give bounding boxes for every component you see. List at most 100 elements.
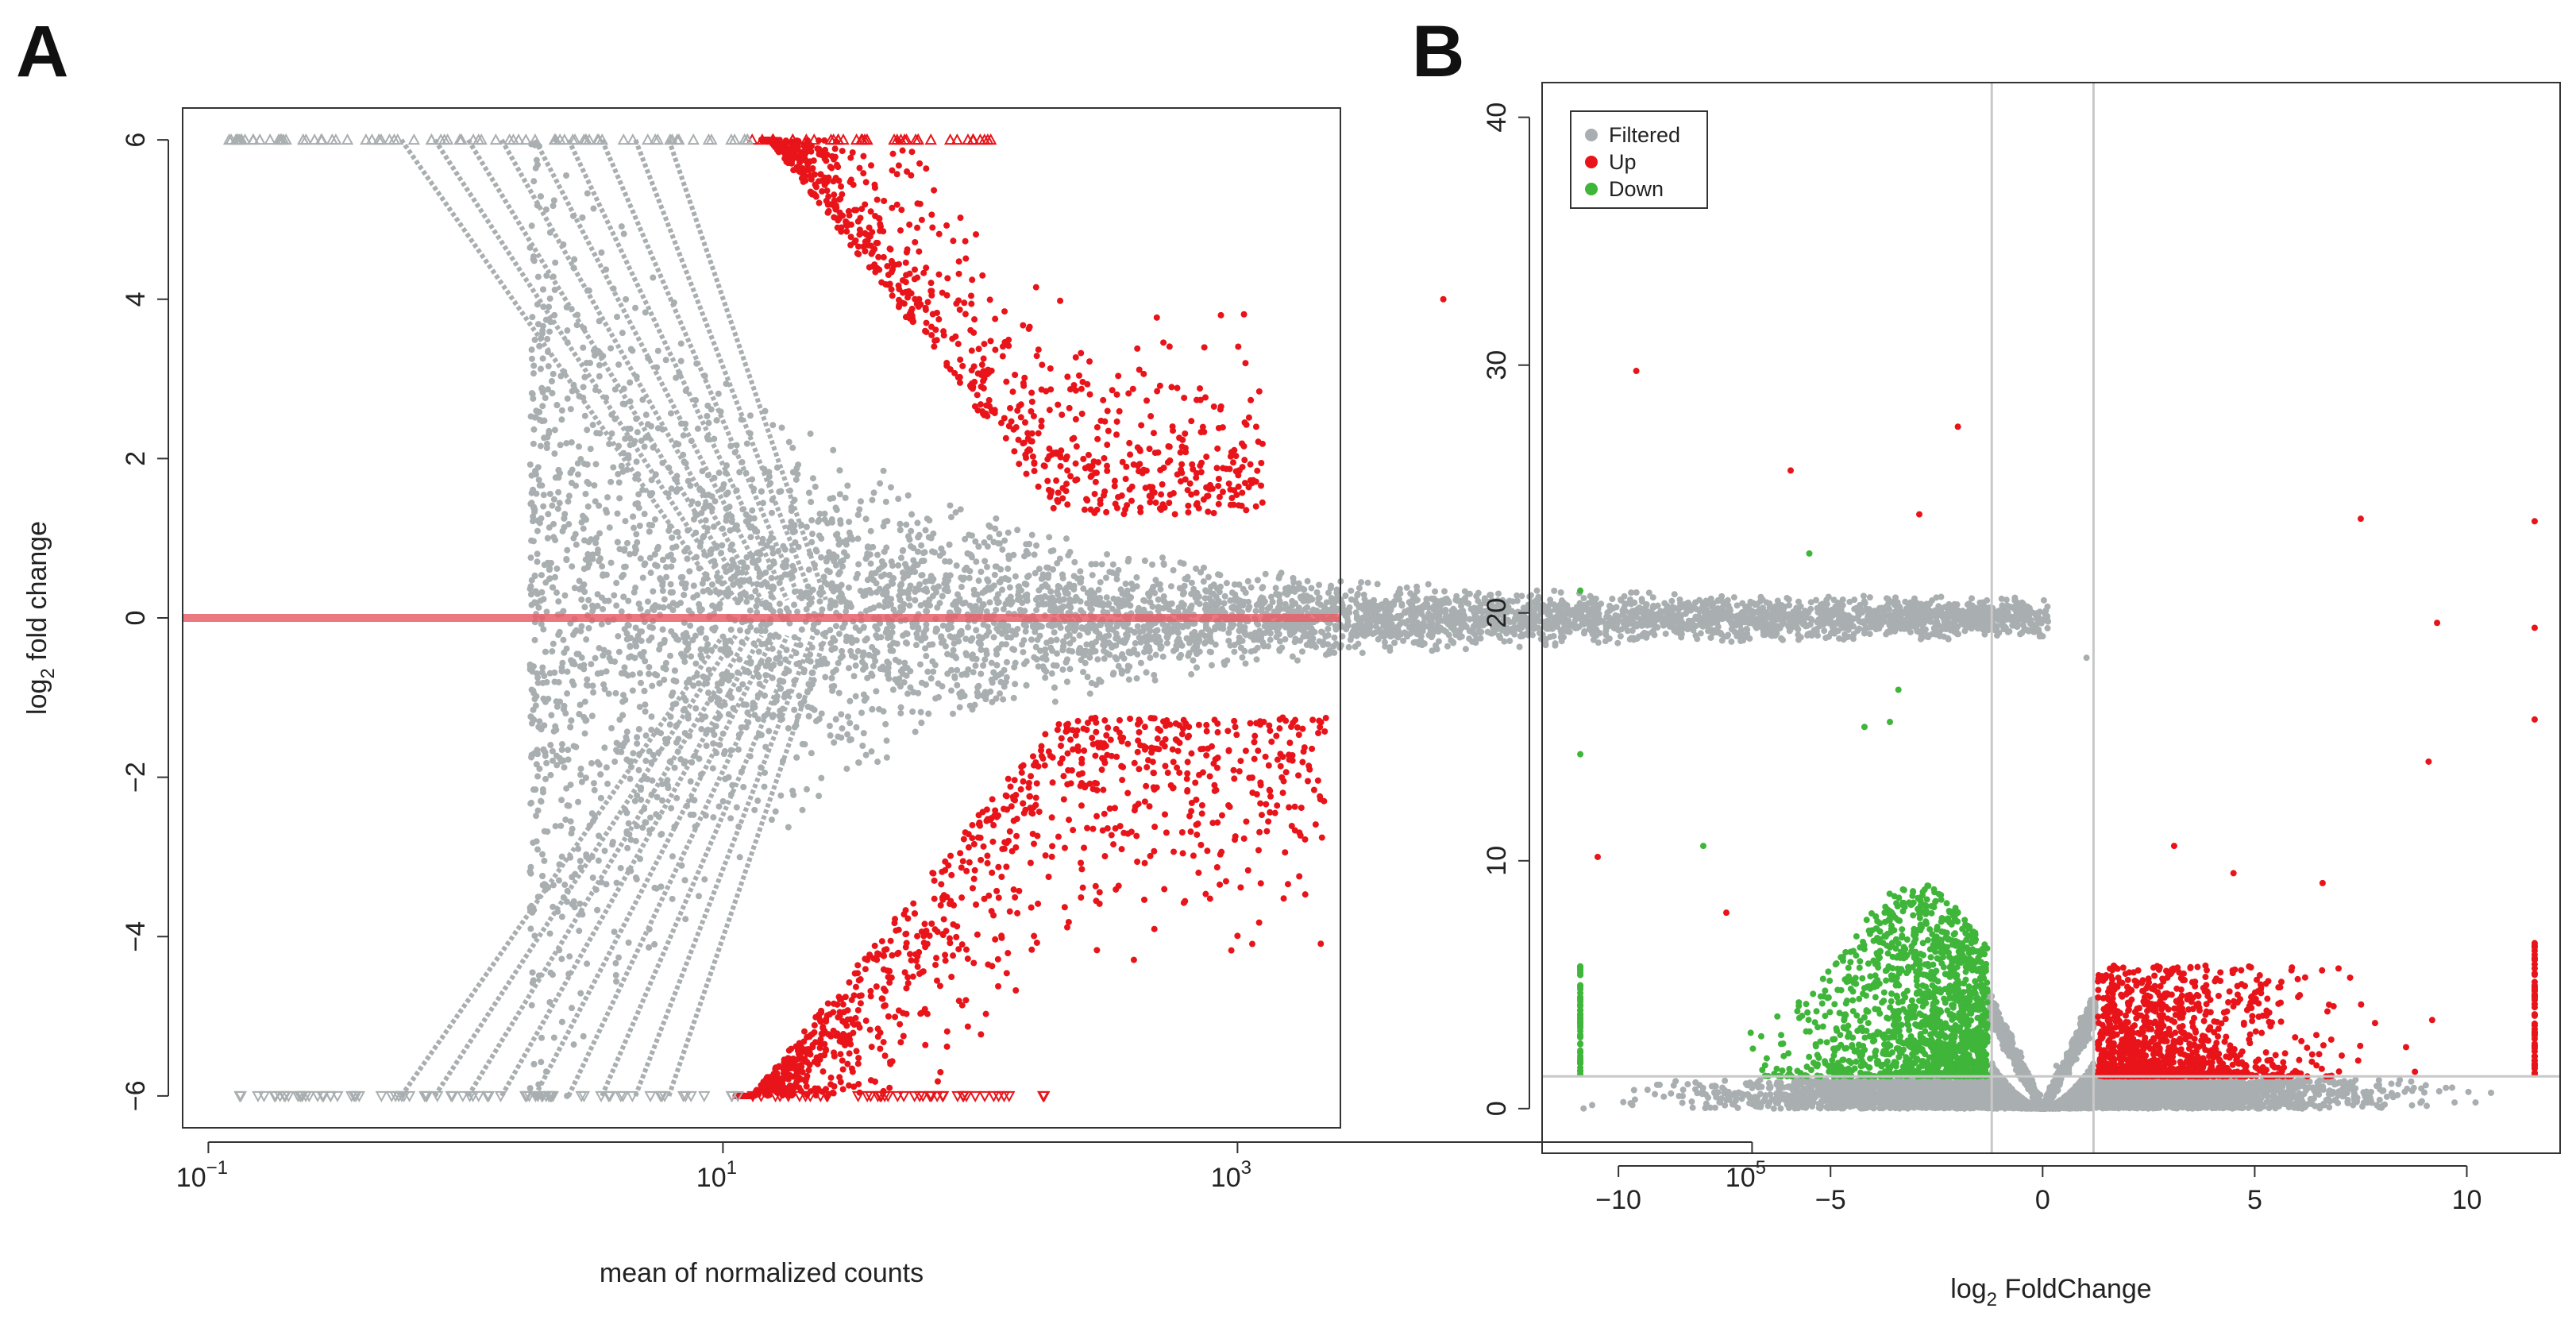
ma-point bbox=[601, 744, 608, 751]
ma-point bbox=[702, 517, 709, 524]
ma-point bbox=[564, 668, 571, 675]
ma-point bbox=[641, 511, 648, 518]
ma-point bbox=[544, 559, 551, 566]
ma-point bbox=[981, 539, 988, 546]
ma-point bbox=[1098, 561, 1105, 568]
ma-point bbox=[1014, 596, 1021, 603]
ma-point bbox=[1214, 571, 1221, 578]
ma-point bbox=[637, 679, 644, 686]
ma-point bbox=[791, 706, 798, 713]
ma-point bbox=[580, 460, 588, 467]
ma-point bbox=[1012, 681, 1019, 688]
ma-point bbox=[793, 661, 800, 668]
ma-point bbox=[696, 893, 703, 900]
ma-point bbox=[1254, 577, 1261, 584]
ma-point bbox=[564, 546, 571, 554]
ma-point bbox=[551, 426, 558, 434]
ma-point bbox=[550, 1034, 557, 1041]
ma-point bbox=[750, 640, 758, 647]
ma-point bbox=[642, 434, 650, 441]
ma-point bbox=[1167, 583, 1174, 590]
ma-point bbox=[534, 846, 542, 853]
ma-point bbox=[739, 681, 746, 688]
ma-point bbox=[925, 534, 932, 541]
ma-point bbox=[776, 579, 783, 586]
ma-point bbox=[1105, 632, 1113, 639]
ma-point bbox=[622, 435, 629, 442]
ma-point bbox=[1382, 597, 1390, 604]
ma-point bbox=[534, 202, 541, 209]
ma-point bbox=[949, 651, 956, 658]
ma-point bbox=[858, 709, 866, 716]
ma-point bbox=[1028, 531, 1035, 538]
ma-point bbox=[868, 670, 875, 677]
ma-point bbox=[978, 606, 985, 613]
ma-point bbox=[798, 521, 805, 528]
ma-point bbox=[627, 434, 634, 442]
ma-point bbox=[1083, 641, 1090, 648]
ma-point bbox=[785, 438, 792, 446]
ma-point bbox=[735, 731, 742, 739]
ma-point bbox=[698, 509, 705, 516]
ma-point bbox=[1049, 647, 1056, 654]
ma-point bbox=[705, 419, 712, 426]
ma-point bbox=[611, 758, 619, 766]
ma-point bbox=[1134, 623, 1141, 630]
ma-point bbox=[619, 400, 627, 407]
ma-point bbox=[1141, 597, 1148, 604]
ma-point bbox=[1557, 589, 1564, 596]
ma-point bbox=[791, 601, 798, 608]
ma-point bbox=[684, 477, 692, 484]
ma-point bbox=[537, 442, 544, 450]
ma-point bbox=[595, 832, 602, 839]
ma-point bbox=[1113, 571, 1120, 578]
ma-point bbox=[539, 851, 546, 858]
ma-point bbox=[1551, 587, 1558, 594]
ma-point bbox=[536, 765, 543, 772]
ma-point bbox=[738, 458, 746, 465]
ma-point bbox=[705, 492, 712, 499]
ma-point bbox=[922, 527, 929, 534]
ma-point bbox=[544, 535, 551, 542]
ma-point bbox=[759, 500, 766, 507]
ma-point bbox=[854, 647, 862, 654]
ma-point bbox=[650, 604, 657, 611]
ma-point bbox=[992, 563, 999, 570]
ma-point bbox=[1697, 630, 1704, 637]
ma-point bbox=[632, 837, 639, 844]
ma-point bbox=[1101, 655, 1108, 662]
ma-point bbox=[748, 593, 755, 600]
ma-point bbox=[584, 478, 591, 485]
ma-point bbox=[1014, 527, 1021, 534]
ma-point bbox=[533, 838, 540, 845]
ma-point bbox=[611, 592, 618, 599]
ma-point bbox=[1012, 631, 1020, 638]
ma-point bbox=[1618, 596, 1625, 604]
ma-point bbox=[682, 916, 689, 923]
ma-point bbox=[546, 295, 553, 302]
ma-point bbox=[850, 673, 858, 680]
ma-point bbox=[1255, 621, 1262, 628]
ma-point bbox=[862, 751, 870, 758]
ma-point bbox=[873, 580, 880, 587]
ma-point bbox=[751, 712, 758, 719]
ma-point bbox=[997, 622, 1005, 629]
ma-point bbox=[539, 355, 546, 362]
ma-point bbox=[580, 384, 587, 391]
ma-point bbox=[880, 467, 887, 474]
ma-point bbox=[844, 713, 851, 720]
ma-point bbox=[1849, 635, 1857, 643]
ma-point bbox=[591, 812, 598, 820]
ma-point bbox=[818, 710, 825, 717]
ma-point bbox=[551, 287, 558, 294]
ma-point bbox=[1023, 581, 1030, 588]
ma-point bbox=[1106, 651, 1113, 658]
ma-point bbox=[550, 496, 557, 503]
ma-point bbox=[677, 340, 684, 347]
ma-point bbox=[847, 533, 854, 540]
ma-point bbox=[592, 386, 599, 393]
ma-point bbox=[1252, 630, 1259, 637]
ma-point bbox=[538, 798, 545, 805]
ma-point bbox=[835, 689, 843, 697]
ma-point bbox=[636, 523, 643, 530]
